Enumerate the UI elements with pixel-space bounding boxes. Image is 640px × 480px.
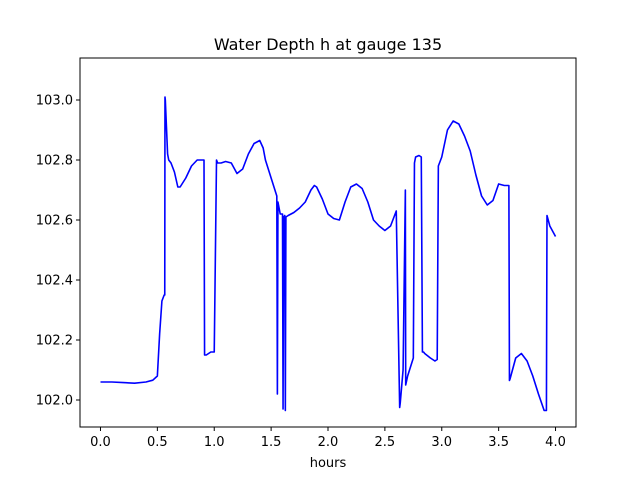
- x-tick-label: 1.0: [204, 435, 225, 450]
- y-tick-label: 102.4: [36, 274, 73, 289]
- y-tick-label: 103.0: [36, 94, 73, 109]
- y-tick-label: 102.8: [36, 154, 73, 169]
- x-tick-label: 3.5: [488, 435, 509, 450]
- x-axis: 0.0 0.5 1.0 1.5 2.0 2.5 3.0 3.5 4.0: [90, 427, 566, 450]
- x-tick-label: 2.0: [318, 435, 339, 450]
- x-tick-label: 0.5: [147, 435, 168, 450]
- series-layer: [100, 96, 557, 412]
- x-tick-label: 3.0: [431, 435, 452, 450]
- x-axis-title: hours: [310, 456, 347, 471]
- x-tick-label: 2.5: [375, 435, 396, 450]
- series-line-0: [100, 96, 557, 412]
- y-axis: 102.0 102.2 102.4 102.6 102.8 103.0: [36, 94, 80, 409]
- x-tick-label: 4.0: [545, 435, 566, 450]
- y-tick-label: 102.2: [36, 334, 73, 349]
- x-tick-label: 0.0: [90, 435, 111, 450]
- chart-title: Water Depth h at gauge 135: [214, 35, 442, 54]
- x-tick-label: 1.5: [261, 435, 282, 450]
- y-tick-label: 102.6: [36, 214, 73, 229]
- y-tick-label: 102.0: [36, 394, 73, 409]
